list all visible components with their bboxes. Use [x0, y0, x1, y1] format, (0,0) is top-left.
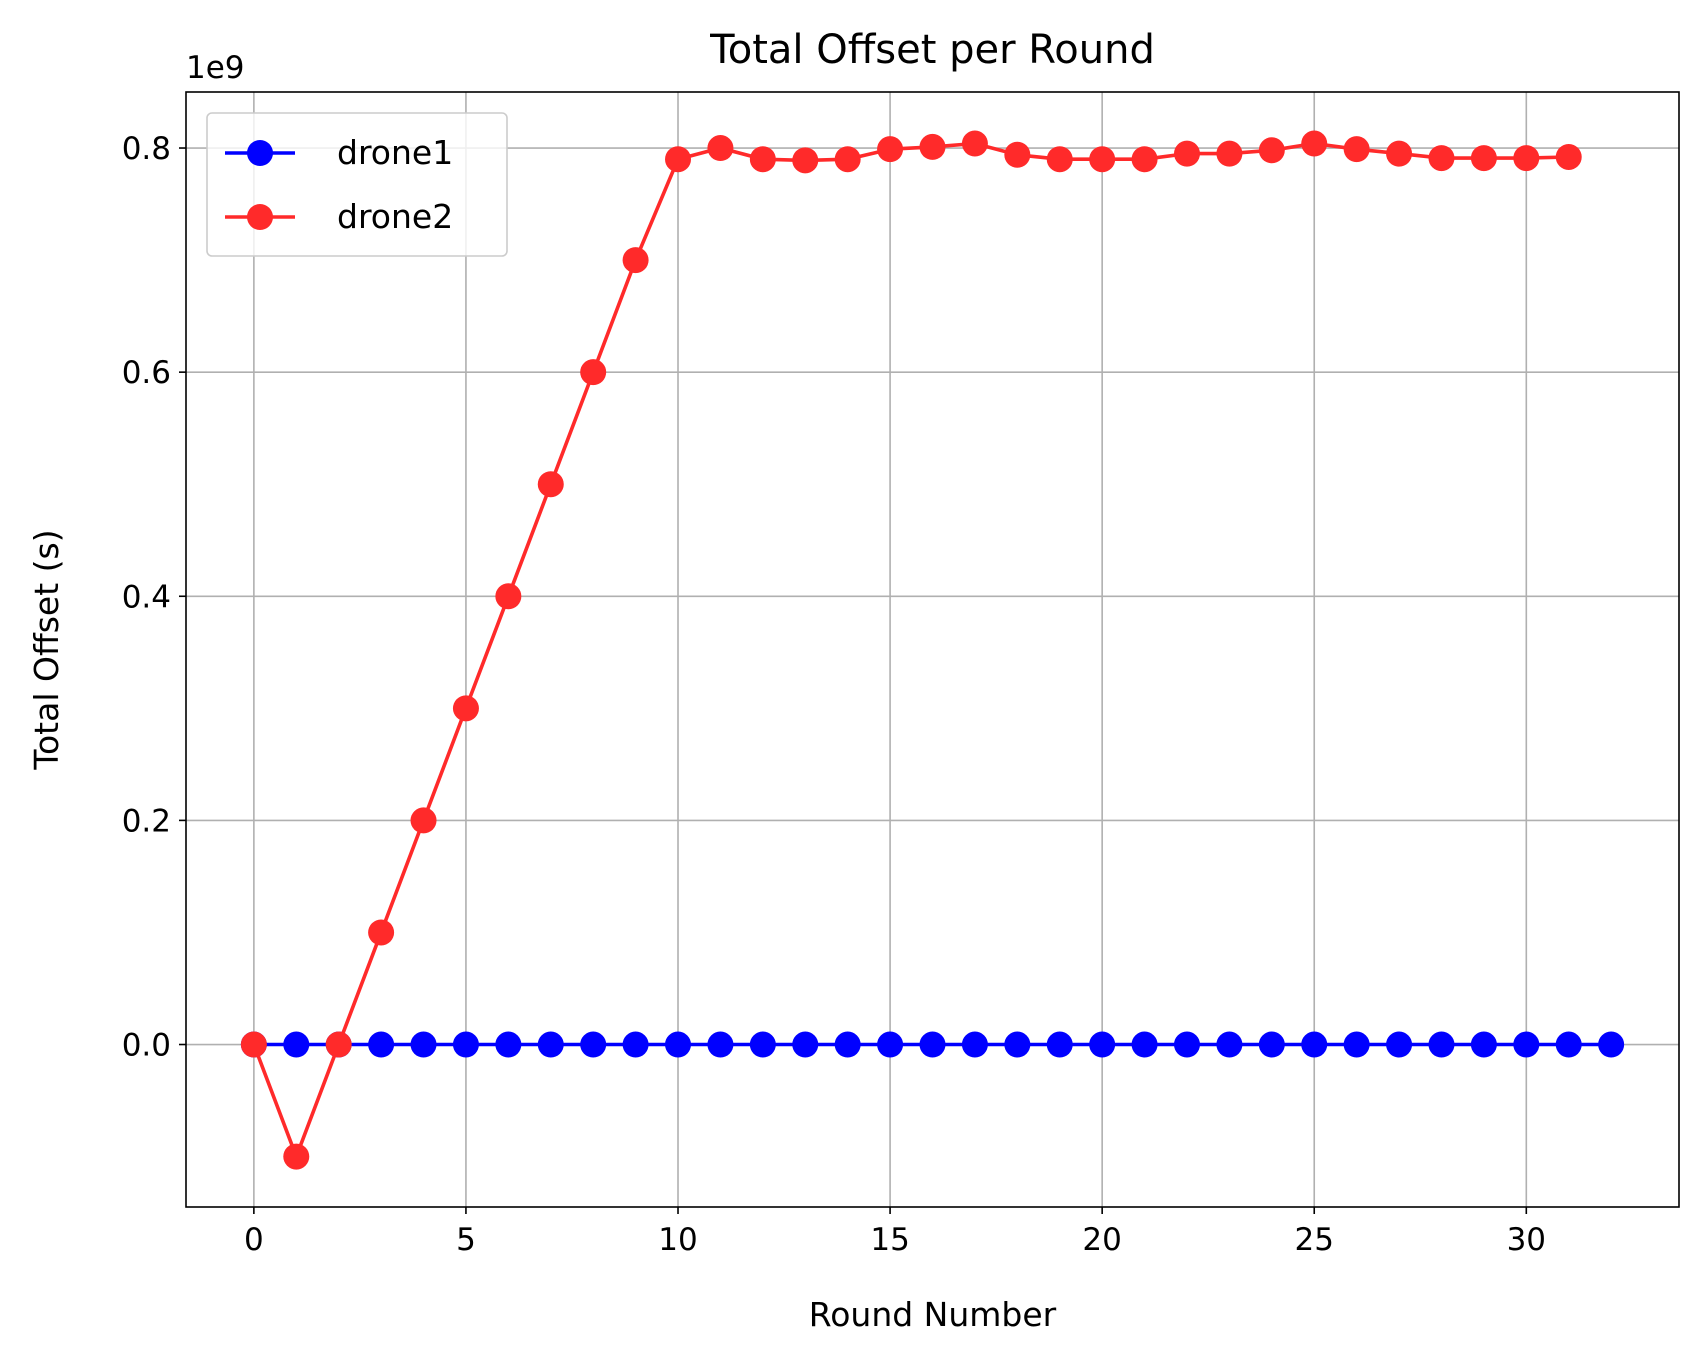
data-point — [1555, 143, 1582, 170]
x-tick-label: 15 — [870, 1222, 909, 1258]
data-point — [1513, 145, 1540, 172]
data-point — [325, 1031, 352, 1058]
data-point — [919, 133, 946, 160]
data-point — [537, 471, 564, 498]
data-point — [1428, 145, 1455, 172]
y-axis-label: Total Offset (s) — [27, 529, 66, 770]
y-tick-label: 0.8 — [122, 131, 171, 167]
data-point — [834, 146, 861, 173]
data-point — [834, 1031, 861, 1058]
series-layer — [240, 130, 1625, 1170]
plot-area-background — [186, 92, 1679, 1207]
data-point — [707, 1031, 734, 1058]
legend-box — [206, 112, 508, 257]
legend-item-drone1: drone1 — [225, 133, 453, 172]
data-point — [1343, 136, 1370, 163]
data-point — [1131, 146, 1158, 173]
data-point — [580, 1031, 607, 1058]
data-point — [1428, 1031, 1455, 1058]
data-point — [368, 1031, 395, 1058]
data-point — [410, 807, 437, 834]
data-point — [1386, 1031, 1413, 1058]
data-point — [749, 1031, 776, 1058]
data-point — [1555, 1031, 1582, 1058]
data-point — [1173, 140, 1200, 167]
data-point — [1216, 140, 1243, 167]
data-point — [665, 1031, 692, 1058]
data-point — [1513, 1031, 1540, 1058]
data-point — [1173, 1031, 1200, 1058]
data-point — [1089, 1031, 1116, 1058]
data-point — [792, 147, 819, 174]
x-tick-label: 25 — [1295, 1222, 1334, 1258]
legend-label: drone2 — [337, 197, 453, 236]
y-axis-scale-label: 1e9 — [186, 50, 245, 86]
data-point — [240, 1031, 267, 1058]
x-tick-label: 30 — [1507, 1222, 1546, 1258]
legend-marker — [247, 140, 273, 166]
data-point — [1258, 137, 1285, 164]
x-axis-label: Round Number — [809, 1295, 1057, 1334]
data-point — [1343, 1031, 1370, 1058]
chart-title: Total Offset per Round — [709, 27, 1155, 73]
data-point — [1216, 1031, 1243, 1058]
y-tick-label: 0.6 — [122, 355, 171, 391]
data-point — [665, 146, 692, 173]
data-point — [749, 146, 776, 173]
data-point — [622, 1031, 649, 1058]
data-point — [1598, 1031, 1625, 1058]
x-tick-label: 5 — [456, 1222, 476, 1258]
data-point — [1046, 146, 1073, 173]
data-point — [622, 247, 649, 274]
plot-frame — [185, 91, 1680, 1208]
legend: drone1 drone2 — [206, 112, 508, 257]
data-point — [1470, 145, 1497, 172]
legend-item-drone2: drone2 — [225, 197, 453, 236]
data-point — [792, 1031, 819, 1058]
data-point — [495, 1031, 522, 1058]
y-tick-label: 0.0 — [122, 1028, 171, 1064]
data-point — [919, 1031, 946, 1058]
data-point — [495, 583, 522, 610]
data-point — [1004, 141, 1031, 168]
data-point — [877, 1031, 904, 1058]
data-point — [1301, 1031, 1328, 1058]
data-point — [537, 1031, 564, 1058]
x-tick-label: 0 — [244, 1222, 264, 1258]
data-point — [1004, 1031, 1031, 1058]
series-drone2 — [240, 130, 1582, 1170]
y-tick-label: 0.4 — [122, 579, 171, 615]
ticks: 0 5 10 15 20 25 30 0.0 0.2 0.4 0.6 0.8 — [122, 131, 1546, 1258]
data-point — [580, 359, 607, 386]
data-point — [283, 1143, 310, 1170]
data-point — [707, 135, 734, 162]
data-point — [1301, 130, 1328, 157]
data-point — [283, 1031, 310, 1058]
y-tick-label: 0.2 — [122, 803, 171, 839]
data-point — [877, 136, 904, 163]
data-point — [1046, 1031, 1073, 1058]
data-point — [1131, 1031, 1158, 1058]
data-point — [410, 1031, 437, 1058]
x-tick-label: 20 — [1082, 1222, 1121, 1258]
x-tick-label: 10 — [658, 1222, 697, 1258]
data-point — [961, 130, 988, 157]
legend-marker — [247, 204, 273, 230]
data-point — [452, 695, 479, 722]
data-point — [1258, 1031, 1285, 1058]
legend-label: drone1 — [337, 133, 453, 172]
data-point — [961, 1031, 988, 1058]
data-point — [1470, 1031, 1497, 1058]
data-point — [368, 919, 395, 946]
data-point — [1386, 140, 1413, 167]
data-point — [1089, 146, 1116, 173]
data-point — [452, 1031, 479, 1058]
